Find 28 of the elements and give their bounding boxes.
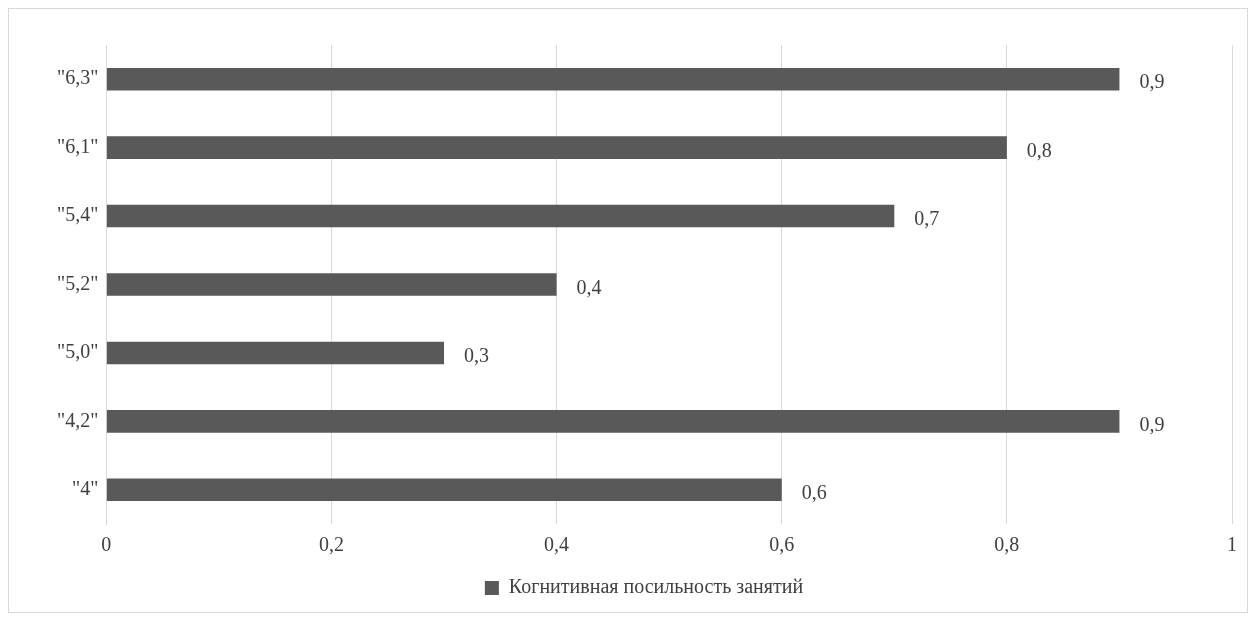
data-label: 0,9 bbox=[1139, 412, 1165, 435]
data-label: 0,4 bbox=[576, 275, 602, 298]
bar bbox=[106, 204, 895, 228]
y-tick-label: "4,2" bbox=[57, 408, 99, 431]
bar bbox=[106, 410, 1120, 433]
y-tick-label: "5,0" bbox=[57, 340, 99, 363]
bar bbox=[106, 341, 445, 365]
x-tick-label: 0,2 bbox=[318, 533, 344, 556]
x-tick-label: 0,4 bbox=[544, 533, 570, 556]
bar bbox=[106, 478, 782, 502]
data-label: 0,6 bbox=[801, 481, 827, 504]
y-tick-label: "6,1" bbox=[57, 134, 99, 157]
bar bbox=[106, 273, 557, 296]
data-label: 0,3 bbox=[464, 344, 490, 367]
data-label: 0,8 bbox=[1026, 138, 1052, 161]
data-label: 0,9 bbox=[1139, 70, 1165, 93]
x-tick-label: 0,8 bbox=[994, 533, 1020, 556]
y-tick-label: "5,4" bbox=[57, 203, 99, 226]
legend-label: Когнитивная посильность занятий bbox=[508, 575, 804, 598]
y-tick-label: "6,3" bbox=[57, 66, 99, 89]
y-tick-label: "5,2" bbox=[57, 271, 99, 294]
x-tick-label: 0,6 bbox=[769, 533, 795, 556]
bar bbox=[106, 136, 1007, 159]
bar bbox=[106, 67, 1120, 91]
data-label: 0,7 bbox=[914, 207, 940, 230]
x-tick-label: 0 bbox=[101, 533, 112, 556]
y-tick-label: "4" bbox=[72, 477, 99, 500]
x-tick-label: 1 bbox=[1227, 533, 1237, 556]
